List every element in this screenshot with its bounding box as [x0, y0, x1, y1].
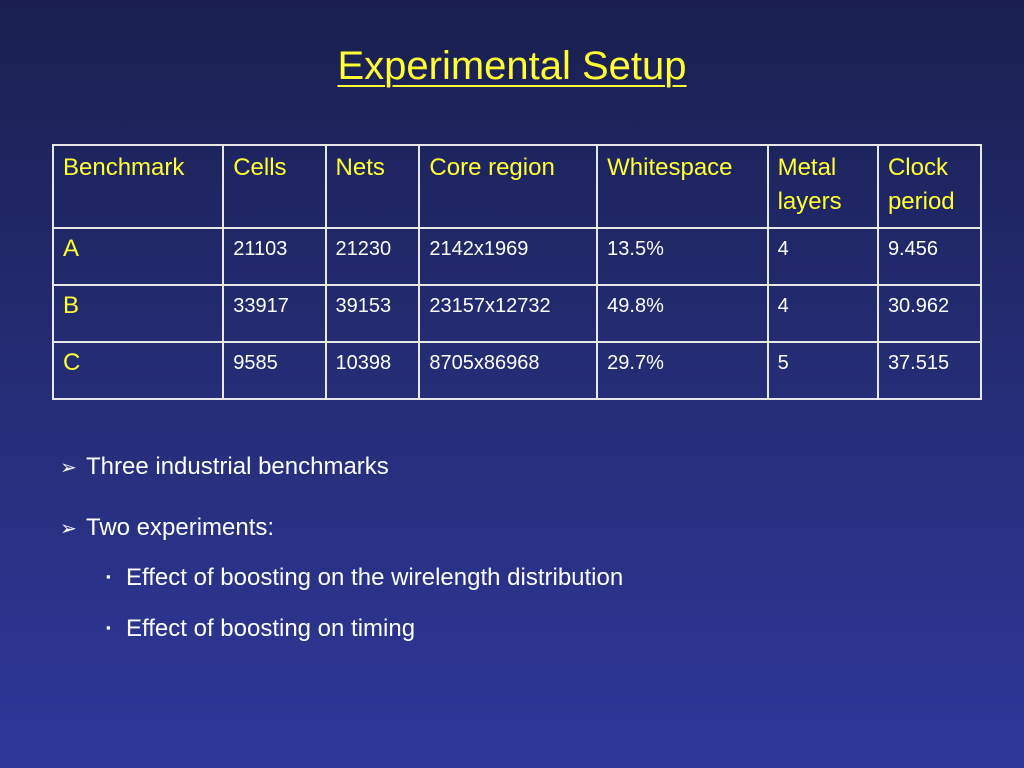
bullet-item: ➢ Three industrial benchmarks [60, 448, 980, 487]
header-cells: Cells [222, 144, 327, 229]
table-header-row: Benchmark Cells Nets Core region Whitesp… [51, 144, 983, 229]
square-bullet-icon: ▪ [106, 569, 111, 584]
cell-core-region: 23157x12732 [418, 284, 599, 343]
benchmark-table: Benchmark Cells Nets Core region Whitesp… [51, 144, 983, 400]
arrow-bullet-icon: ➢ [60, 518, 77, 540]
table-header: Benchmark Cells Nets Core region Whitesp… [51, 144, 983, 229]
sub-bullet-list: ▪ Effect of boosting on the wirelength di… [60, 558, 980, 648]
cell-clock-period: 30.962 [876, 284, 983, 343]
slide-title: Experimental Setup [337, 44, 687, 88]
cell-nets: 39153 [324, 284, 421, 343]
cell-metal-layers: 5 [766, 341, 879, 400]
arrow-bullet-icon: ➢ [60, 457, 77, 479]
bullet-list: ➢ Three industrial benchmarks ➢ Two experi… [60, 448, 980, 660]
cell-cells: 21103 [222, 227, 327, 286]
cell-nets: 10398 [324, 341, 421, 400]
header-whitespace: Whitespace [596, 144, 769, 229]
table-body: A 21103 21230 2142x1969 13.5% 4 9.456 B … [51, 227, 983, 400]
sub-bullet-item: ▪ Effect of boosting on the wirelength di… [60, 558, 980, 597]
cell-benchmark: B [51, 284, 225, 343]
cell-cells: 33917 [222, 284, 327, 343]
table-row: C 9585 10398 8705x86968 29.7% 5 37.515 [51, 341, 983, 400]
table-row: B 33917 39153 23157x12732 49.8% 4 30.962 [51, 284, 983, 343]
bullet-item: ➢ Two experiments: [60, 509, 980, 548]
cell-whitespace: 49.8% [596, 284, 769, 343]
cell-whitespace: 13.5% [596, 227, 769, 286]
cell-clock-period: 37.515 [876, 341, 983, 400]
cell-benchmark: A [51, 227, 225, 286]
header-nets: Nets [324, 144, 421, 229]
cell-clock-period: 9.456 [876, 227, 983, 286]
header-clock-period: Clock period [876, 144, 983, 229]
cell-nets: 21230 [324, 227, 421, 286]
header-core-region: Core region [418, 144, 599, 229]
cell-cells: 9585 [222, 341, 327, 400]
cell-core-region: 8705x86968 [418, 341, 599, 400]
cell-metal-layers: 4 [766, 284, 879, 343]
sub-bullet-item: ▪ Effect of boosting on timing [60, 609, 980, 648]
square-bullet-icon: ▪ [106, 620, 111, 635]
cell-core-region: 2142x1969 [418, 227, 599, 286]
table-row: A 21103 21230 2142x1969 13.5% 4 9.456 [51, 227, 983, 286]
header-metal-layers: Metal layers [766, 144, 879, 229]
cell-benchmark: C [51, 341, 225, 400]
cell-metal-layers: 4 [766, 227, 879, 286]
bullet-text: Three industrial benchmarks [86, 453, 389, 480]
sub-bullet-text: Effect of boosting on the wirelength dis… [126, 564, 624, 591]
sub-bullet-text: Effect of boosting on timing [126, 615, 416, 642]
header-benchmark: Benchmark [51, 144, 225, 229]
sub-bullet-group: ▪ Effect of boosting on the wirelength di… [60, 558, 980, 648]
bullet-text: Two experiments: [86, 514, 275, 541]
cell-whitespace: 29.7% [596, 341, 769, 400]
